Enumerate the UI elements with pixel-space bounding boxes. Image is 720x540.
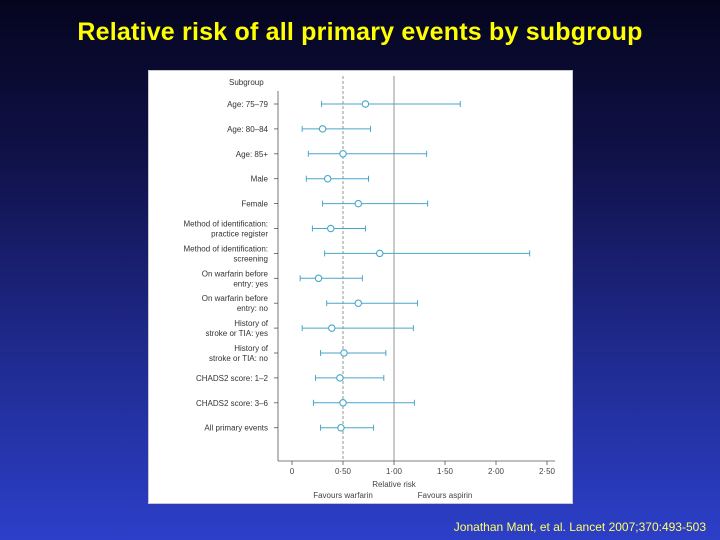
favours-left-label: Favours warfarin xyxy=(313,491,373,500)
x-tick-label: 0 xyxy=(290,467,295,476)
row-label: History of xyxy=(234,344,269,353)
point-estimate xyxy=(336,374,344,382)
point-estimate xyxy=(340,349,348,357)
point-estimate xyxy=(375,249,384,258)
row-label: Age: 75–79 xyxy=(227,100,268,109)
row-label: CHADS2 score: 1–2 xyxy=(196,374,269,383)
forest-plot: Subgroup 0 0·50 1·00 1·50 2·00 2·50 Relative ri… xyxy=(184,76,556,500)
row-label: stroke or TIA: no xyxy=(209,354,269,363)
row-label: entry: no xyxy=(237,304,269,313)
point-estimate xyxy=(337,423,345,432)
row-label: On warfarin before xyxy=(202,269,269,278)
row-label: History of xyxy=(234,319,269,328)
point-estimate xyxy=(354,299,363,307)
row-label: Method of identification: xyxy=(184,220,269,229)
x-axis-label: Relative risk xyxy=(372,480,417,489)
row-label: Age: 85+ xyxy=(236,150,269,159)
row-label: Age: 80–84 xyxy=(227,125,268,134)
row-label: practice register xyxy=(211,230,268,239)
citation: Jonathan Mant, et al. Lancet 2007;370:49… xyxy=(453,520,706,534)
slide-title: Relative risk of all primary events by s… xyxy=(77,18,643,46)
forest-plot-panel: Subgroup 0 0·50 1·00 1·50 2·00 2·50 Relative ri… xyxy=(148,70,573,504)
x-tick-label: 2·00 xyxy=(488,467,505,476)
point-estimate xyxy=(361,100,370,108)
point-estimate xyxy=(354,199,363,208)
row-label: CHADS2 score: 3–6 xyxy=(196,399,269,408)
point-estimate xyxy=(323,174,332,183)
x-tick-label: 1·50 xyxy=(437,467,454,476)
row-label: Female xyxy=(241,200,268,209)
point-estimate xyxy=(327,224,335,233)
row-label: All primary events xyxy=(204,424,268,433)
x-tick-label: 0·50 xyxy=(335,467,352,476)
x-tick-label: 2·50 xyxy=(539,467,556,476)
row-label: Male xyxy=(251,175,269,184)
favours-right-label: Favours aspirin xyxy=(418,491,473,500)
row-label: On warfarin before xyxy=(202,294,269,303)
row-label: stroke or TIA: yes xyxy=(205,329,268,338)
point-estimate xyxy=(328,324,336,332)
point-estimate xyxy=(339,399,347,407)
point-estimate xyxy=(339,150,347,158)
point-estimate xyxy=(318,125,327,133)
row-label: entry: yes xyxy=(233,279,268,288)
row-label: Method of identification: xyxy=(184,244,269,253)
row-label: screening xyxy=(233,254,268,263)
x-tick-label: 1·00 xyxy=(386,467,403,476)
column-header: Subgroup xyxy=(229,78,264,87)
point-estimate xyxy=(314,274,323,283)
